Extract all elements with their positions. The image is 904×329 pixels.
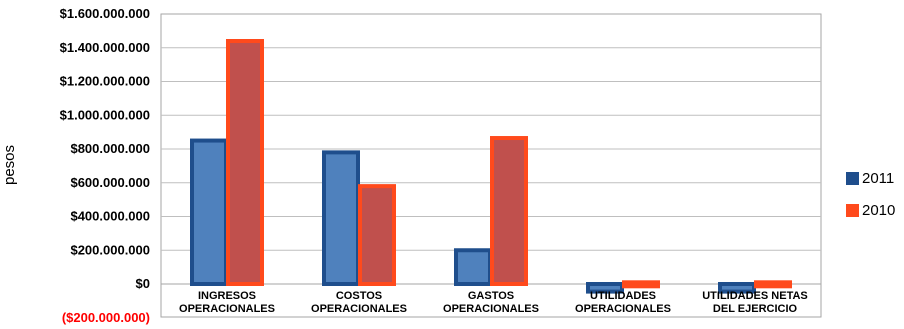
legend-label-2011: 2011 xyxy=(862,170,895,187)
legend-swatch-2011 xyxy=(846,172,859,185)
x-tick-label: OPERACIONALES xyxy=(575,303,671,315)
y-tick-label: $0 xyxy=(136,276,150,291)
x-tick-label: UTILIDADES xyxy=(590,290,656,302)
y-tick-label: $600.000.000 xyxy=(70,175,150,190)
y-tick-label: $400.000.000 xyxy=(70,209,150,224)
x-tick-label: COSTOS xyxy=(336,290,382,302)
bar-2010-3 xyxy=(490,136,528,286)
bars xyxy=(190,39,792,294)
y-tick-label: $200.000.000 xyxy=(70,242,150,257)
bar-2010-5 xyxy=(754,280,792,289)
y-tick-label: $800.000.000 xyxy=(70,141,150,156)
y-axis-label: pesos xyxy=(1,145,18,185)
x-tick-label: GASTOS xyxy=(468,290,514,302)
bar-2011-2 xyxy=(322,150,360,286)
bar-2011-1 xyxy=(190,138,228,286)
bar-2010-1 xyxy=(226,39,264,286)
y-tick-label: $1.600.000.000 xyxy=(60,6,150,21)
x-tick-label: DEL EJERCICIO xyxy=(713,303,798,315)
legend-item-2010: 2010 xyxy=(846,202,904,220)
y-tick-label: ($200.000.000) xyxy=(62,310,150,325)
legend-swatch-2010 xyxy=(846,204,859,217)
y-tick-label: $1.000.000.000 xyxy=(60,107,150,122)
x-axis-ticks: INGRESOSOPERACIONALESCOSTOSOPERACIONALES… xyxy=(179,290,808,315)
y-tick-label: $1.200.000.000 xyxy=(60,74,150,89)
legend-item-2011: 2011 xyxy=(846,170,904,188)
y-axis-ticks: $1.600.000.000 $1.400.000.000 $1.200.000.0… xyxy=(60,6,150,325)
legend-label-2010: 2010 xyxy=(862,202,896,219)
bar-2010-2 xyxy=(358,184,396,286)
x-tick-label: UTILIDADES NETAS xyxy=(702,290,808,302)
x-tick-label: OPERACIONALES xyxy=(443,303,539,315)
x-tick-label: INGRESOS xyxy=(198,290,256,302)
x-tick-label: OPERACIONALES xyxy=(311,303,407,315)
x-tick-label: OPERACIONALES xyxy=(179,303,275,315)
bar-2010-4 xyxy=(622,280,660,289)
bar-2011-3 xyxy=(454,248,492,286)
y-tick-label: $1.400.000.000 xyxy=(60,40,150,55)
